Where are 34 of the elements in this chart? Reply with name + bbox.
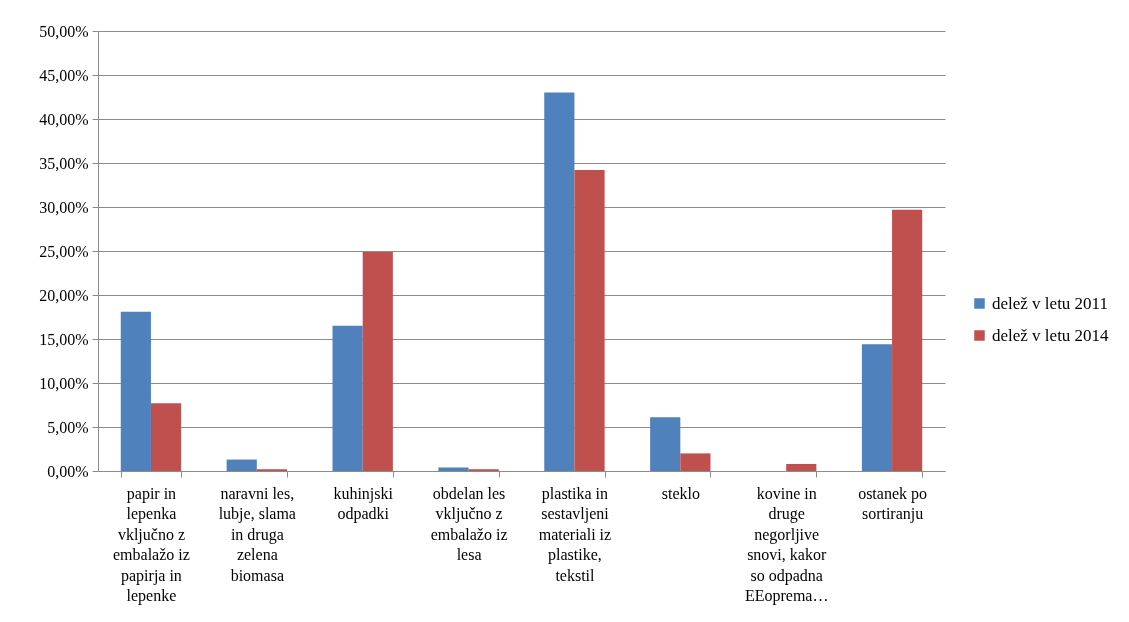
y-tick-label: 10,00% <box>39 374 89 392</box>
x-tick-label: steklo <box>661 484 700 502</box>
y-tick-label: 20,00% <box>39 286 89 304</box>
x-tick-label: ostanek po sortiranju <box>858 484 927 523</box>
bar <box>438 467 469 471</box>
bar <box>362 251 393 471</box>
x-tick-label: obdelan les vključno z embalažo iz lesa <box>430 484 508 563</box>
bar <box>680 453 711 471</box>
x-tick-label: kovine in druge negorljive snovi, kakor so odpadna EEoprema… <box>744 484 829 605</box>
y-tick-label: 45,00% <box>39 66 89 84</box>
y-tick-label: 30,00% <box>39 198 89 216</box>
x-tick-label: kuhinjski odpadki <box>333 484 394 523</box>
y-tick-label: 35,00% <box>39 154 89 172</box>
y-tick-label: 25,00% <box>39 242 89 260</box>
bar <box>544 92 575 471</box>
bar <box>120 311 151 471</box>
bar <box>226 459 257 471</box>
bar <box>861 344 893 471</box>
bar <box>332 325 363 471</box>
bar <box>892 209 923 471</box>
bar <box>150 403 182 471</box>
bar <box>650 417 681 471</box>
bar <box>574 170 605 471</box>
legend-label: delež v letu 2011 <box>992 293 1108 313</box>
y-tick-label: 15,00% <box>39 330 89 348</box>
y-tick-label: 0,00% <box>47 462 89 480</box>
y-tick-label: 50,00% <box>39 22 89 40</box>
legend-label: delež v letu 2014 <box>992 325 1110 345</box>
bar <box>786 463 817 471</box>
y-tick-label: 40,00% <box>39 110 89 128</box>
x-tick-label: papir in lepenka vključno z embalažo iz papirja in lepenke <box>113 484 190 605</box>
x-tick-label: plastika in sestavljeni materiali iz plastike, tekstil <box>538 484 612 584</box>
x-tick-label: naravni les, lubje, slama in druga zelena biomasa <box>218 484 296 584</box>
y-tick-label: 5,00% <box>47 418 89 436</box>
